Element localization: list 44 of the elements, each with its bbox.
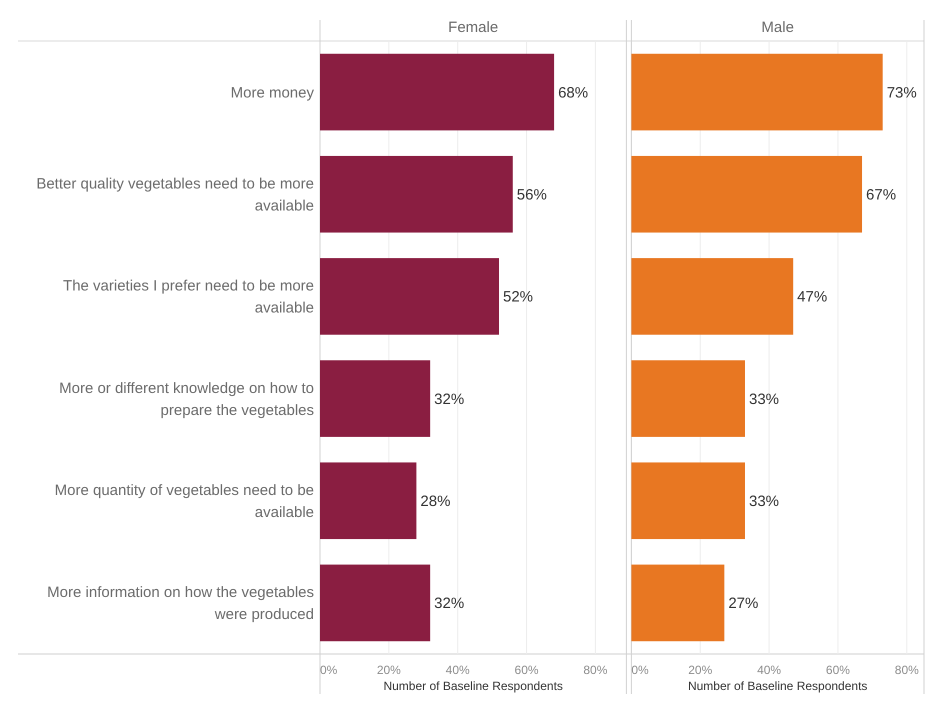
x-tick-label: 0% — [631, 663, 650, 678]
bar — [631, 360, 745, 437]
data-label: 73% — [886, 84, 917, 102]
bar — [320, 564, 430, 642]
data-label: 68% — [558, 84, 588, 102]
y-tick-label: The varieties I prefer need to be more available — [63, 278, 314, 317]
bar — [631, 156, 862, 233]
x-tick-label: 40% — [446, 663, 470, 678]
x-tick-label: 60% — [514, 663, 539, 678]
x-tick-label: 60% — [826, 663, 850, 678]
x-axis-title: Number of Baseline Respondents — [688, 679, 868, 693]
y-tick-label: More quantity of vegetables need to be available — [54, 482, 314, 521]
x-tick-label: 80% — [894, 663, 920, 678]
x-tick-label: 20% — [688, 663, 713, 678]
chart-title: Male — [761, 19, 794, 36]
data-label: 32% — [434, 595, 464, 612]
data-label: 33% — [748, 390, 780, 408]
bar — [320, 360, 430, 437]
bar — [631, 258, 794, 335]
data-label: 56% — [516, 186, 547, 204]
y-tick-label: Better quality vegetables need to be more available — [36, 176, 314, 214]
bar — [320, 54, 554, 130]
data-label: 32% — [434, 390, 464, 408]
bar — [320, 258, 500, 335]
bar — [631, 54, 883, 130]
chart-title: Female — [448, 19, 498, 36]
y-tick-label: More information on how the vegetables were produced — [47, 584, 314, 624]
x-tick-label: 80% — [583, 663, 608, 678]
x-tick-label: 0% — [320, 663, 338, 678]
bar — [320, 156, 513, 233]
data-label: 28% — [420, 493, 450, 510]
data-label: 67% — [866, 186, 896, 204]
data-label: 33% — [748, 493, 780, 510]
bar — [320, 462, 416, 540]
data-label: 47% — [797, 288, 828, 306]
x-axis-title: Number of Baseline Respondents — [383, 679, 563, 693]
x-tick-label: 40% — [757, 663, 782, 678]
data-label: 27% — [728, 595, 758, 612]
y-tick-label: More money — [230, 84, 314, 102]
bar — [631, 564, 724, 642]
x-tick-label: 20% — [376, 663, 402, 678]
bar — [631, 462, 745, 540]
y-tick-label: More or different knowledge on how to prepare the vegetables — [59, 380, 314, 419]
data-label: 52% — [503, 288, 534, 306]
